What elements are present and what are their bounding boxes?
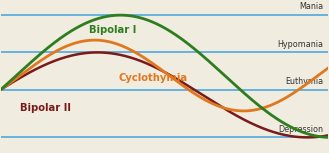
Text: Depression: Depression (278, 125, 323, 134)
Text: Euthymia: Euthymia (285, 77, 323, 86)
Text: Mania: Mania (299, 2, 323, 11)
Text: Bipolar II: Bipolar II (20, 103, 71, 113)
Text: Cyclothymia: Cyclothymia (119, 73, 188, 83)
Text: Bipolar I: Bipolar I (89, 25, 137, 35)
Text: Hypomania: Hypomania (277, 40, 323, 49)
